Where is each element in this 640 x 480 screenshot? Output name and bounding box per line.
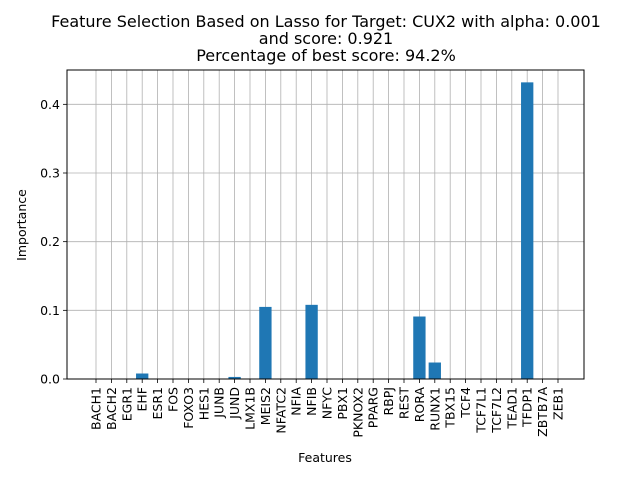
x-tick-label: TFDP1 — [520, 387, 535, 428]
x-tick-label: FOS — [166, 387, 181, 412]
x-tick-label: RUNX1 — [427, 387, 442, 431]
x-tick-label: TBX15 — [443, 387, 458, 429]
x-tick-label: NFIB — [304, 387, 319, 416]
x-tick-label: ZEB1 — [551, 387, 566, 420]
y-axis-label: Importance — [14, 189, 29, 261]
bar-jund — [228, 376, 241, 379]
x-tick-label: JUND — [227, 387, 242, 420]
x-tick-label: BACH2 — [104, 387, 119, 430]
x-tick-label: EHF — [135, 387, 150, 412]
x-tick-label: ZBTB7A — [535, 387, 550, 437]
y-tick-label: 0.3 — [40, 166, 60, 181]
chart-title-line-1: Feature Selection Based on Lasso for Tar… — [51, 12, 601, 31]
x-tick-label: RORA — [412, 387, 427, 423]
x-tick-label: JUNB — [212, 387, 227, 419]
x-tick-label: MEIS2 — [258, 387, 273, 425]
x-tick-label: TEAD1 — [504, 387, 519, 430]
bar-rora — [413, 316, 426, 379]
bar-runx1 — [428, 362, 441, 379]
x-axis-label: Features — [298, 450, 352, 465]
x-tick-label: TCF7L2 — [489, 387, 504, 434]
x-tick-label: PKNOX2 — [350, 387, 365, 438]
bar-nfib — [305, 304, 318, 379]
plot-frame — [66, 69, 585, 380]
x-tick-label: FOXO3 — [181, 387, 196, 429]
x-tick-label: BACH1 — [89, 387, 104, 430]
x-tick-label: TCF7L1 — [474, 387, 489, 434]
x-tick-label: LMX1B — [243, 387, 258, 430]
y-tick-label: 0.2 — [40, 234, 60, 249]
x-tick-label: TCF4 — [458, 387, 473, 419]
x-tick-label: REST — [397, 387, 412, 420]
x-tick-label: NFIA — [289, 387, 304, 416]
x-axis-ticks: BACH1 BACH2 EGR1 EHF ESR1 FOS FOXO3 HES1 JUNB JUN… — [89, 379, 566, 438]
y-tick-label: 0.0 — [40, 372, 60, 387]
x-tick-label: PBX1 — [335, 387, 350, 420]
bar-meis2 — [259, 306, 272, 379]
x-tick-label: ESR1 — [150, 387, 165, 419]
y-tick-label: 0.1 — [40, 303, 60, 318]
y-axis-ticks: 0.0 0.1 0.2 0.3 0.4 — [40, 97, 67, 387]
y-tick-label: 0.4 — [40, 97, 60, 112]
x-tick-label: NFYC — [320, 387, 335, 419]
bar-layer — [136, 82, 534, 380]
x-tick-label: HES1 — [196, 387, 211, 420]
x-tick-label: EGR1 — [119, 387, 134, 421]
x-tick-label: PPARG — [366, 387, 381, 428]
x-tick-label: RBPJ — [381, 387, 396, 416]
chart-title-line-2: and score: 0.921 — [259, 29, 393, 48]
bar-tfdp1 — [521, 82, 534, 380]
chart-title-line-3: Percentage of best score: 94.2% — [196, 46, 456, 65]
bar-ehf — [136, 373, 149, 379]
x-tick-label: NFATC2 — [273, 387, 288, 434]
